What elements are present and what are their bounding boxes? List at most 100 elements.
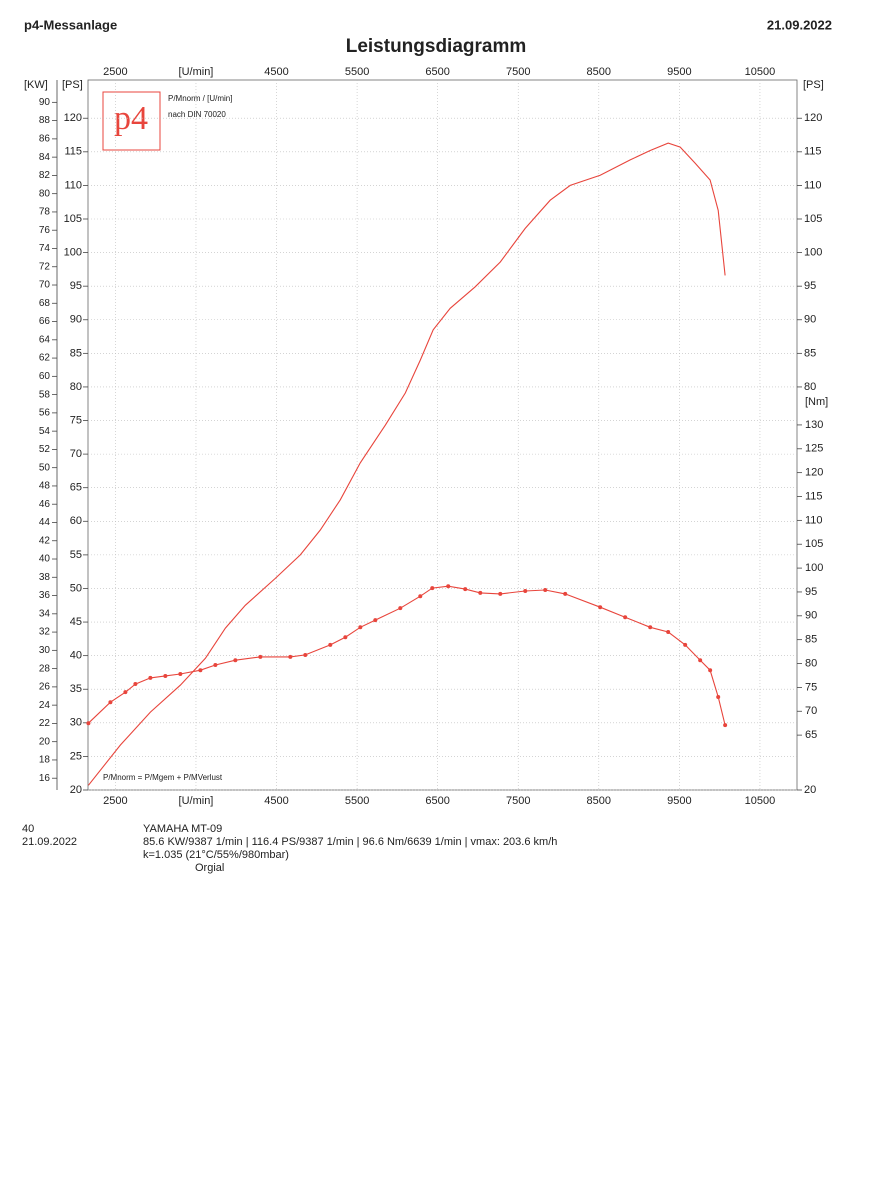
kw-tick-label: 88 <box>39 115 51 126</box>
y-tick-label: 115 <box>64 146 82 158</box>
point <box>213 662 218 667</box>
y-tick-label: 25 <box>70 750 82 762</box>
x-tick-label-top: [U/min] <box>179 66 214 78</box>
y-tick-label: 45 <box>70 616 82 628</box>
point <box>683 642 688 647</box>
y-tick-label: 75 <box>70 414 82 426</box>
legend-title: P/Mnorm / [U/min] <box>168 94 232 103</box>
point <box>258 654 263 659</box>
kw-tick-label: 74 <box>39 243 51 254</box>
kw-tick-label: 38 <box>39 572 51 583</box>
y-tick-label: 100 <box>64 246 82 258</box>
y-tick-label: 60 <box>70 515 82 527</box>
kw-tick-label: 44 <box>39 517 51 528</box>
kw-tick-label: 76 <box>39 225 51 236</box>
point <box>723 723 728 728</box>
y-right-tick-label: 95 <box>804 280 816 292</box>
point <box>708 668 713 673</box>
y2-tick-label: 125 <box>805 443 823 455</box>
footer-model: YAMAHA MT-09 <box>143 823 222 835</box>
point <box>373 618 378 623</box>
y2-tick-label: 110 <box>805 514 823 526</box>
chart-title: Leistungsdiagramm <box>346 36 527 57</box>
kw-tick-label: 84 <box>39 152 51 163</box>
y-tick-label: 70 <box>70 448 82 460</box>
point <box>598 605 603 610</box>
ps-unit: [PS] <box>62 79 83 91</box>
point <box>623 615 628 620</box>
x-tick-label: 2500 <box>103 795 127 807</box>
kw-tick-label: 78 <box>39 207 51 218</box>
y2-tick-label: 90 <box>805 610 817 622</box>
y2-tick-label: 65 <box>805 729 817 741</box>
nm-unit: [Nm] <box>805 396 828 408</box>
kw-tick-label: 68 <box>39 298 51 309</box>
y-tick-label: 120 <box>64 112 82 124</box>
y-tick-label: 50 <box>70 582 82 594</box>
kw-tick-label: 58 <box>39 389 51 400</box>
x-tick-label-top: 9500 <box>667 66 691 78</box>
y-tick-label: 30 <box>70 717 82 729</box>
x-tick-label-top: 5500 <box>345 66 369 78</box>
y-tick-label: 80 <box>70 381 82 393</box>
point <box>328 642 333 647</box>
kw-tick-label: 90 <box>39 97 51 108</box>
series-line <box>88 585 726 726</box>
kw-tick-label: 30 <box>39 645 51 656</box>
point <box>418 594 423 599</box>
kw-tick-label: 28 <box>39 663 51 674</box>
kw-tick-label: 42 <box>39 535 51 546</box>
point <box>86 721 91 726</box>
y-tick-label: 20 <box>70 784 82 796</box>
point <box>303 652 308 657</box>
x-tick-label-top: 10500 <box>745 66 776 78</box>
kw-tick-label: 54 <box>39 426 51 437</box>
x-tick-label: 9500 <box>667 795 691 807</box>
kw-tick-label: 62 <box>39 353 51 364</box>
y2-tick-label: 85 <box>805 634 817 646</box>
y-tick-label: 40 <box>70 650 82 662</box>
y-tick-label: 55 <box>70 549 82 561</box>
y-tick-label: 65 <box>70 482 82 494</box>
footer-conditions: k=1.035 (21°C/55%/980mbar) <box>143 849 289 861</box>
point <box>716 694 721 699</box>
kw-tick-label: 46 <box>39 499 51 510</box>
point <box>163 673 168 678</box>
kw-tick-label: 20 <box>39 736 51 747</box>
kw-tick-label: 34 <box>39 608 51 619</box>
series-line <box>87 142 726 786</box>
point <box>463 587 468 592</box>
kw-tick-label: 16 <box>39 773 51 784</box>
x-tick-label: 7500 <box>506 795 530 807</box>
footer-note: Orgial <box>195 862 224 874</box>
kw-tick-label: 50 <box>39 462 51 473</box>
point <box>648 625 653 630</box>
point <box>446 584 451 589</box>
kw-tick-label: 26 <box>39 682 51 693</box>
point <box>666 630 671 635</box>
kw-tick-label: 18 <box>39 755 51 766</box>
point <box>543 588 548 593</box>
y-right-tick-label: 85 <box>804 347 816 359</box>
kw-tick-label: 56 <box>39 408 51 419</box>
y-tick-label: 95 <box>70 280 82 292</box>
kw-tick-label: 86 <box>39 134 51 145</box>
kw-tick-label: 32 <box>39 627 51 638</box>
point <box>133 682 138 687</box>
x-tick-label-top: 4500 <box>264 66 288 78</box>
footer-summary: 85.6 KW/9387 1/min | 116.4 PS/9387 1/min… <box>143 836 557 848</box>
point <box>123 690 128 695</box>
point <box>288 654 293 659</box>
point <box>178 672 183 677</box>
kw-tick-label: 72 <box>39 261 51 272</box>
footer-count: 40 <box>22 823 34 835</box>
y2-tick-label: 75 <box>805 681 817 693</box>
y2-tick-label: 95 <box>805 586 817 598</box>
kw-tick-label: 82 <box>39 170 51 181</box>
plot-frame <box>87 79 798 791</box>
x-tick-label: 4500 <box>264 795 288 807</box>
kw-tick-label: 70 <box>39 280 51 291</box>
header-date: 21.09.2022 <box>767 17 832 32</box>
kw-tick-label: 64 <box>39 334 51 345</box>
